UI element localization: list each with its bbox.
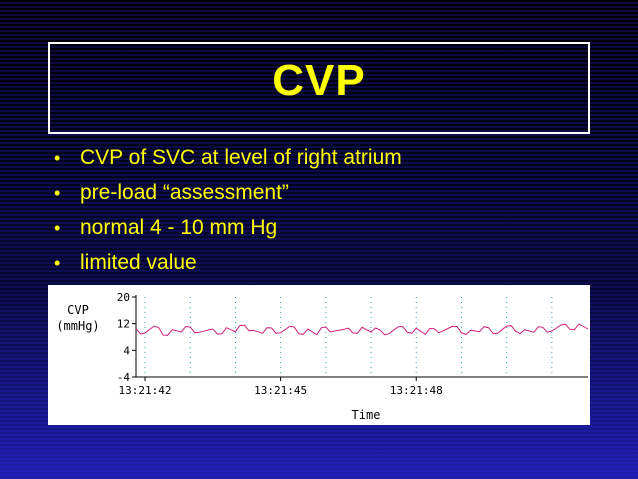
tick-layer: 20 12 4 -413:21:42 13:21:45 13:21:48 [117, 291, 443, 397]
cvp-chart: CVP (mmHg) Time 20 12 4 -413:21:42 13:21:45 1… [56, 291, 589, 422]
bullet-text: limited value [80, 251, 197, 274]
x-tick-label: 13:21:45 [254, 384, 307, 397]
bullet-dot-icon: • [54, 148, 61, 168]
bullet-item: • limited value [50, 249, 402, 284]
bullet-item: • normal 4 - 10 mm Hg [50, 214, 402, 249]
y-axis-label-line1: CVP [67, 303, 89, 317]
bullet-text: CVP of SVC at level of right atrium [80, 146, 402, 169]
bullet-item: • CVP of SVC at level of right atrium [50, 144, 402, 179]
grid-layer [144, 297, 553, 377]
axis-layer [135, 295, 588, 378]
bullet-list: • CVP of SVC at level of right atrium • pr… [50, 144, 402, 284]
x-tick-label: 13:21:48 [390, 384, 443, 397]
trace-layer [135, 323, 589, 336]
y-tick-label: -4 [117, 371, 131, 384]
y-tick-label: 20 [117, 291, 130, 304]
bullet-dot-icon: • [54, 183, 61, 203]
cvp-chart-panel: CVP (mmHg) Time 20 12 4 -4 13:21:42 13:21:45 1… [48, 285, 590, 425]
bullet-dot-icon: • [54, 218, 61, 238]
bullet-dot-icon: • [54, 253, 61, 273]
x-axis-label: Time [352, 408, 381, 422]
y-tick-label: 4 [123, 344, 130, 357]
bullet-text: pre-load “assessment” [80, 181, 289, 204]
slide-title: CVP [272, 56, 366, 105]
y-axis-label-line2: (mmHg) [56, 319, 99, 333]
y-tick-label: 12 [117, 318, 130, 331]
title-frame [48, 42, 590, 134]
bullet-text: normal 4 - 10 mm Hg [80, 216, 278, 239]
bullet-item: • pre-load “assessment” [50, 179, 402, 214]
cvp-trace-line [135, 323, 589, 336]
x-tick-label: 13:21:42 [119, 384, 172, 397]
